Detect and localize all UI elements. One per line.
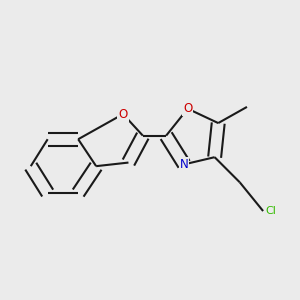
Text: O: O <box>183 102 192 115</box>
Text: N: N <box>180 158 188 171</box>
Text: Cl: Cl <box>265 206 276 216</box>
Text: O: O <box>118 108 128 121</box>
